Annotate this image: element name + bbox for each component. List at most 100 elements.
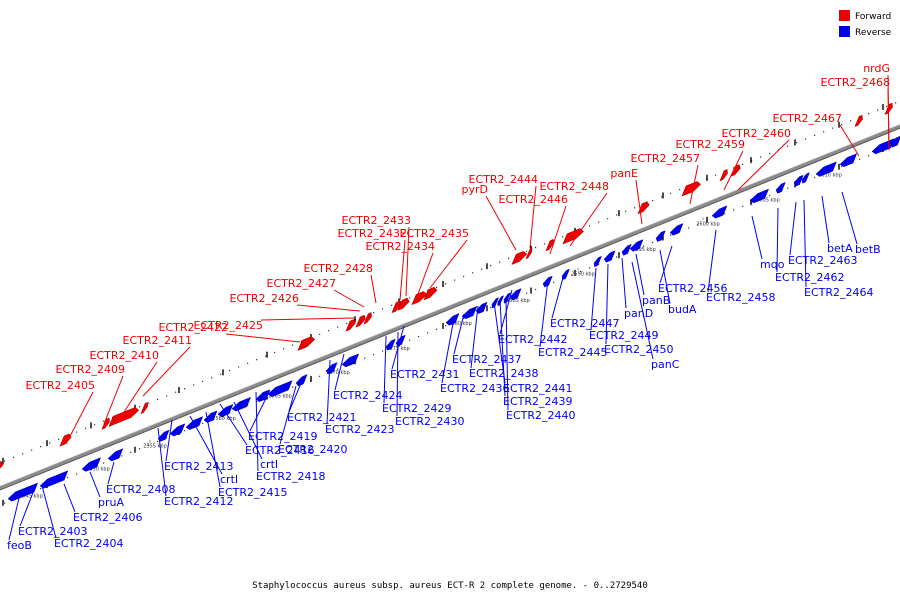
reverse-gene-label-leader [659,245,673,284]
reverse-track-dot [202,422,204,424]
forward-gene-label: ECTR2_2427 [267,277,337,290]
reverse-gene-label: ECTR2_2413 [164,460,234,473]
reverse-gene-label: ECTR2_2440 [506,409,576,422]
forward-gene-arrow [59,433,72,447]
forward-gene-label: ECTR2_2467 [773,112,843,125]
reverse-gene-label-leader [539,279,549,348]
forward-gene-arrow [411,291,428,306]
forward-track-dot [526,250,528,252]
legend: Forward Reverse [839,10,892,38]
reverse-gene-label: ECTR2_2462 [775,271,845,284]
forward-gene-arrow [397,297,410,311]
forward-track-dot [319,333,321,335]
reverse-gene-label-leader [621,257,627,309]
reverse-track-dot [130,451,132,453]
forward-gene-label: ECTR2_2468 [821,76,891,89]
forward-gene-label: ECTR2_2432 [338,227,408,240]
forward-track-dot [373,312,375,314]
reverse-track-dot [463,317,465,320]
backbone-shadow [0,127,900,491]
reverse-track-dot [166,437,168,439]
reverse-gene-arrow [711,205,728,219]
forward-gene-label: ECTR2_2446 [499,193,569,206]
forward-track-dot [283,348,285,350]
reverse-track-dot [670,234,672,236]
forward-gene-label-leader [429,239,468,289]
reverse-track-dot [382,350,384,352]
reverse-track-dot [76,473,78,475]
reverse-gene-label-leader [157,427,167,497]
reverse-gene-arrow [157,429,170,442]
forward-track-dot [769,152,771,155]
reverse-track-dot [841,165,843,168]
reverse-gene-label-leader [499,289,513,335]
reverse-track-dot [67,477,69,479]
genome-backbone [0,123,900,491]
forward-gene-arrow [108,407,140,427]
forward-track-dot [247,362,249,364]
reverse-track-dot [814,176,816,178]
reverse-gene-label: ECTR2_2418 [256,470,326,483]
reverse-track-dot [868,155,870,157]
forward-gene-arrow [681,181,702,197]
reverse-gene-arrow [593,255,602,268]
forward-track-dot [886,105,888,108]
reverse-gene-label-leader [776,207,779,273]
forward-track-dot [607,217,609,220]
reverse-gene-arrow [491,297,499,309]
forward-gene-label: ECTR2_2405 [26,379,96,392]
forward-gene-label-leader [569,192,608,247]
scale-tick-label: 2580 kbp [448,321,472,327]
reverse-gene-label-leader [63,483,76,513]
legend-swatch-reverse [839,26,850,37]
forward-track-dot [661,196,663,198]
forward-track-dot [193,384,195,386]
forward-track-dot [535,246,537,249]
forward-track-dot [175,391,177,393]
reverse-gene-arrow [749,188,770,204]
reverse-gene-arrow [7,482,39,502]
forward-gene-label-leader [103,375,124,425]
reverse-track-dot [697,223,699,226]
reverse-gene-label: budA [668,303,697,316]
reverse-track-dot [769,194,771,197]
reverse-gene-label-leader [751,215,763,260]
reverse-gene-label-leader [89,471,101,498]
reverse-track-dot [526,292,528,294]
forward-gene-label-leader [635,179,643,225]
reverse-gene-label: ECTR2_2416 [245,444,315,457]
reverse-track-dot [337,368,339,370]
reverse-gene-label-leader [279,385,297,445]
reverse-track-dot [121,455,123,457]
forward-track-dot [436,286,438,288]
reverse-gene-label-leader [189,415,223,475]
reverse-gene-label: ECTR2_2442 [498,333,568,346]
reverse-gene-arrow [475,301,488,314]
forward-track-dot [553,239,555,241]
forward-track-dot [652,199,654,202]
forward-gene-label-leader [225,333,301,343]
forward-track-dot [787,145,789,147]
forward-track-dot [463,275,465,278]
forward-gene-label-leader [549,205,567,255]
reverse-track-dot [553,281,555,283]
forward-track-dot [139,406,141,408]
reverse-gene-arrow [81,457,102,472]
reverse-track-dot [490,307,492,309]
reverse-gene-label-leader [19,489,35,527]
forward-gene-arrow [0,460,4,469]
forward-track-dot [670,192,672,194]
scale-tick-label: 2570 kbp [326,370,350,376]
forward-gene-label: ECTR2_2428 [304,262,374,275]
reverse-gene-arrow [341,353,360,368]
forward-track-dot [715,174,717,176]
forward-track-dot [805,138,807,140]
scale-tick-label: 2610 kbp [818,172,842,178]
reverse-track-dot [103,462,105,464]
forward-gene-label: nrdG [863,62,890,75]
forward-track-dot [454,279,456,281]
forward-gene-arrow [637,201,650,215]
forward-track-dot [94,424,96,426]
forward-track-dot [229,369,231,372]
